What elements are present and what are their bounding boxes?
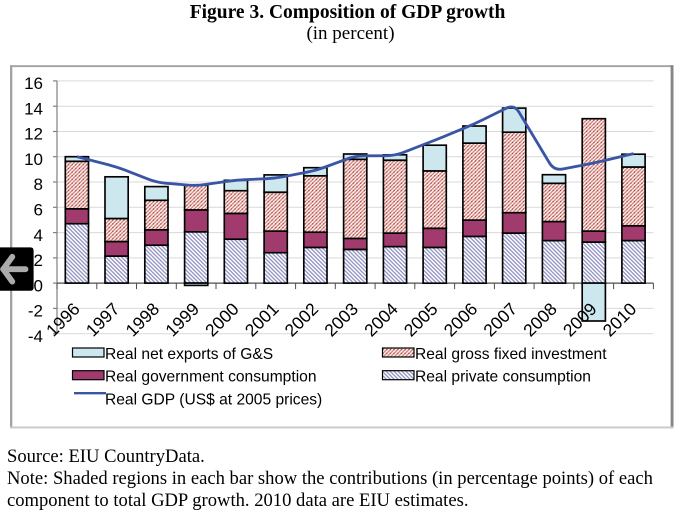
- svg-text:-2: -2: [28, 302, 43, 321]
- svg-text:0: 0: [34, 276, 43, 295]
- svg-text:-4: -4: [28, 327, 43, 346]
- svg-text:14: 14: [24, 99, 43, 118]
- svg-text:12: 12: [24, 125, 43, 144]
- svg-text:16: 16: [24, 74, 43, 93]
- svg-text:2: 2: [34, 251, 43, 270]
- svg-text:8: 8: [34, 175, 43, 194]
- svg-text:10: 10: [24, 150, 43, 169]
- svg-text:6: 6: [34, 201, 43, 220]
- svg-text:4: 4: [34, 226, 43, 245]
- svg-text:Real government consumption: Real government consumption: [105, 369, 317, 386]
- svg-text:Real gross fixed investment: Real gross fixed investment: [415, 346, 607, 363]
- svg-text:Real private consumption: Real private consumption: [415, 369, 591, 386]
- svg-text:Real GDP (US$ at 2005 prices): Real GDP (US$ at 2005 prices): [105, 391, 322, 408]
- svg-text:Real net exports of G&S: Real net exports of G&S: [105, 346, 273, 363]
